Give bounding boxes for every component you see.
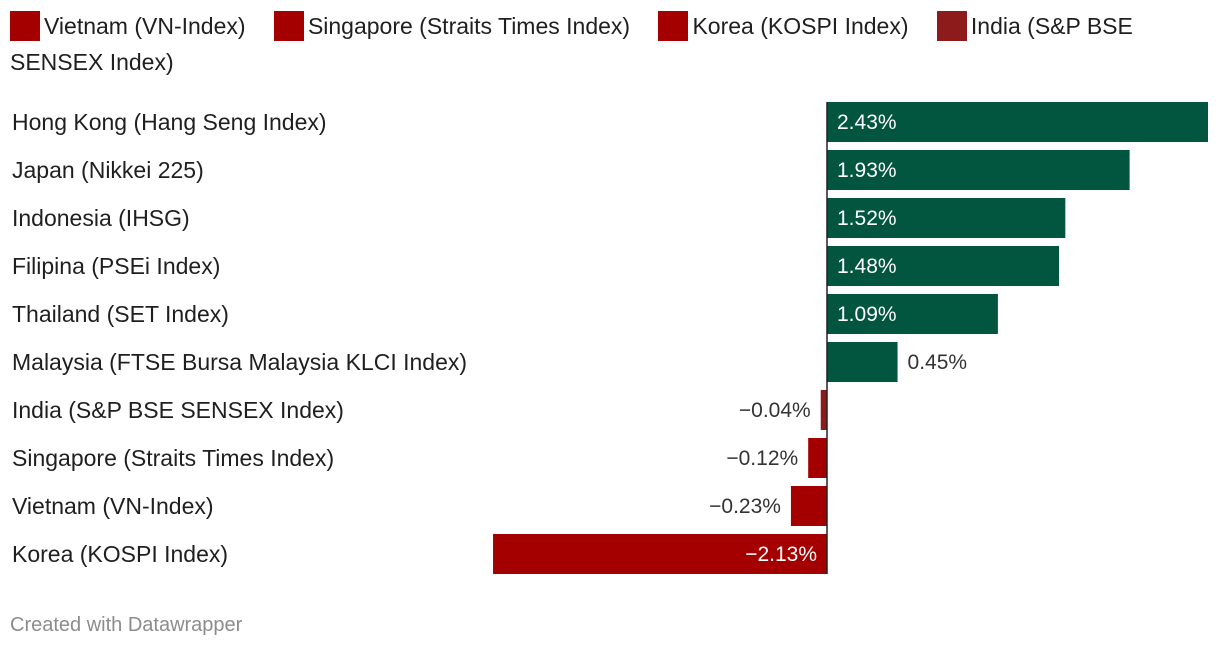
bar (820, 390, 827, 430)
category-label: Malaysia (FTSE Bursa Malaysia KLCI Index… (12, 349, 467, 375)
category-label: Vietnam (VN-Index) (12, 493, 214, 519)
category-label: Japan (Nikkei 225) (12, 157, 204, 183)
legend-swatch (273, 11, 304, 41)
chart-legend: Vietnam (VN-Index) Singapore (Straits Ti… (10, 8, 1190, 80)
bar (827, 246, 1060, 286)
legend-item: Korea (KOSPI Index) (658, 11, 909, 41)
bar (808, 438, 827, 478)
legend-label: Vietnam (VN-Index) (44, 13, 246, 39)
category-label: Filipina (PSEi Index) (12, 253, 220, 279)
legend-label: Singapore (Straits Times Index) (307, 13, 631, 39)
value-label: 1.48% (837, 255, 897, 278)
value-label: 2.43% (837, 111, 897, 134)
legend-swatch (658, 11, 689, 41)
value-label: −2.13% (745, 543, 817, 566)
legend-label: India (S&P BSE SENSEX Index) (10, 13, 1133, 75)
bar (827, 342, 898, 382)
legend-label: Korea (KOSPI Index) (692, 13, 909, 39)
value-label: −0.23% (709, 495, 781, 518)
bar (827, 198, 1066, 238)
bar (493, 534, 827, 574)
legend-item: India (S&P BSE SENSEX Index) (10, 11, 1133, 75)
category-label: Thailand (SET Index) (12, 301, 229, 327)
category-label: Hong Kong (Hang Seng Index) (12, 109, 327, 135)
value-label: 1.93% (837, 159, 897, 182)
category-label: Korea (KOSPI Index) (12, 541, 228, 567)
category-label: Indonesia (IHSG) (12, 205, 190, 231)
category-label: India (S&P BSE SENSEX Index) (12, 397, 344, 423)
value-label: −0.04% (739, 399, 811, 422)
category-label: Singapore (Straits Times Index) (12, 445, 334, 471)
bar (790, 486, 827, 526)
value-label: 1.09% (837, 303, 897, 326)
value-label: 0.45% (908, 351, 968, 374)
legend-swatch (10, 11, 40, 41)
footer-credit: Created with Datawrapper (10, 614, 243, 636)
legend-item: Singapore (Straits Times Index) (273, 11, 631, 41)
legend-swatch (936, 11, 967, 41)
bar (827, 294, 998, 334)
value-label: −0.12% (726, 447, 798, 470)
legend-item: Vietnam (VN-Index) (10, 11, 246, 41)
bar (827, 150, 1130, 190)
bar (827, 102, 1208, 142)
value-label: 1.52% (837, 207, 897, 230)
